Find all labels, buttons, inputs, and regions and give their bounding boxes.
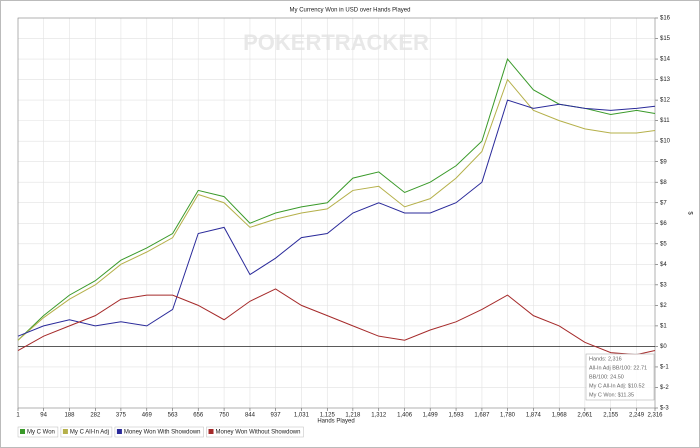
x-tick-label: 1,780 [500, 413, 516, 419]
x-tick-label: 1,406 [397, 413, 413, 419]
x-tick-label: 844 [245, 413, 256, 419]
x-tick-label: 94 [40, 413, 47, 419]
y-axis-title: $ [686, 211, 692, 215]
x-tick-label: 188 [64, 413, 75, 419]
x-tick-label: 1,874 [526, 413, 542, 419]
x-tick-label: 2,061 [577, 413, 593, 419]
y-tick-label: $10 [660, 139, 671, 145]
x-tick-label: 2,249 [629, 413, 645, 419]
chart-title: My Currency Won in USD over Hands Played [290, 8, 411, 14]
legend-swatch [62, 429, 68, 434]
x-tick-label: 1,968 [552, 413, 568, 419]
x-tick-label: 563 [168, 413, 179, 419]
x-tick-label: 656 [193, 413, 204, 419]
x-axis-title: Hands Played [317, 419, 354, 425]
y-tick-label: $3 [660, 282, 667, 288]
y-tick-label: $2 [660, 303, 667, 309]
legend-label: My C Won [27, 430, 55, 436]
y-tick-label: $15 [660, 36, 671, 42]
tooltip-line: My C All-In Adj: $10.52 [589, 383, 645, 389]
series-line [17, 58, 656, 341]
x-tick-label: 1,687 [474, 413, 490, 419]
series-line [17, 288, 656, 356]
y-tick-label: $16 [660, 16, 671, 22]
legend-item: Money Won With Showdown [114, 426, 204, 438]
y-tick-label: $-2 [660, 385, 669, 391]
y-tick-label: $13 [660, 77, 671, 83]
y-tick-label: $-3 [660, 406, 669, 412]
y-tick-label: $4 [660, 262, 667, 268]
x-tick-label: 1,312 [371, 413, 387, 419]
legend-item: My C Won [17, 426, 59, 438]
y-tick-label: $8 [660, 180, 667, 186]
x-tick-label: 1,125 [320, 413, 336, 419]
series-line [17, 99, 656, 337]
x-tick-label: 1,593 [449, 413, 465, 419]
legend-border [114, 426, 204, 438]
y-tick-label: $6 [660, 221, 667, 227]
legend-swatch [208, 429, 214, 434]
tooltip-box [585, 353, 655, 401]
plot-border [17, 17, 656, 409]
legend-label: Money Won Without Showdown [216, 430, 301, 436]
series-line [17, 78, 656, 341]
x-tick-label: 469 [142, 413, 153, 419]
y-tick-label: $9 [660, 159, 667, 165]
tooltip-line: Hands: 2,316 [589, 356, 622, 362]
x-tick-label: 750 [219, 413, 230, 419]
y-tick-label: $5 [660, 241, 667, 247]
y-tick-label: $1 [660, 323, 667, 329]
x-tick-label: 1,031 [294, 413, 310, 419]
x-tick-label: 1,218 [345, 413, 361, 419]
x-tick-label: 2,316 [647, 413, 663, 419]
x-tick-label: 282 [90, 413, 101, 419]
tooltip-line: My C Won: $11.35 [589, 392, 634, 398]
y-tick-label: $7 [660, 200, 667, 206]
x-tick-label: 375 [116, 413, 127, 419]
legend-label: My C All-In Adj [70, 430, 109, 436]
x-tick-label: 2,155 [603, 413, 619, 419]
tooltip-line: BB/100: 24.50 [589, 374, 624, 380]
legend-border [17, 426, 59, 438]
legend-item: Money Won Without Showdown [206, 426, 304, 438]
legend-swatch [20, 429, 25, 434]
tooltip-line: All-In Adj BB/100: 22.71 [589, 365, 647, 371]
legend-border [60, 426, 113, 438]
legend-swatch [116, 429, 122, 434]
legend-label: Money Won With Showdown [124, 430, 201, 436]
legend-item: My C All-In Adj [60, 426, 113, 438]
y-tick-label: $12 [660, 98, 671, 104]
y-tick-label: $14 [660, 57, 671, 63]
y-tick-label: $11 [660, 118, 670, 124]
x-tick-label: 937 [271, 413, 282, 419]
y-tick-label: $-1 [660, 365, 669, 371]
x-tick-label: 1,499 [423, 413, 439, 419]
legend-border [206, 426, 304, 438]
y-tick-label: $0 [660, 344, 667, 350]
x-tick-label: 1 [16, 413, 20, 419]
watermark: POKERTRACKER [243, 30, 429, 55]
